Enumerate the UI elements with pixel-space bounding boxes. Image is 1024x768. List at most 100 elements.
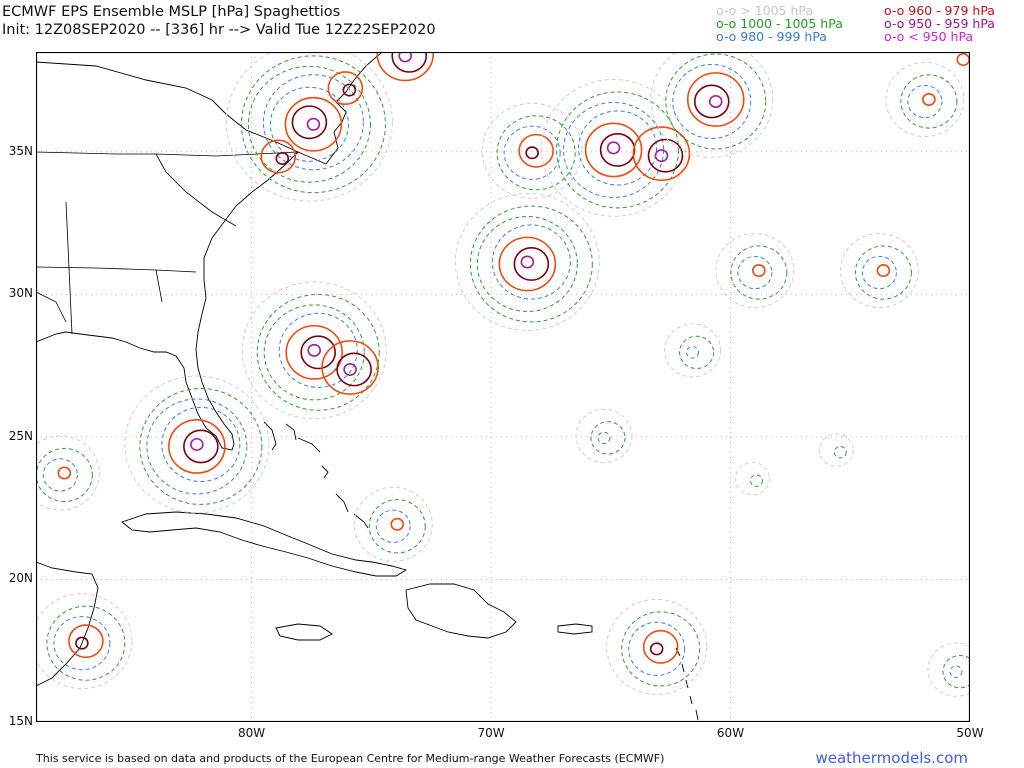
blue-contour: [146, 398, 248, 495]
gray-contour: [541, 79, 687, 217]
purple-contour: [306, 117, 321, 131]
lat-tick-label: 15N: [8, 714, 33, 728]
blue-contour: [491, 224, 571, 300]
gray-contour: [885, 61, 965, 138]
blue-contour: [907, 84, 943, 119]
blue-contour: [161, 406, 241, 482]
purple-contour: [343, 362, 357, 376]
low-pressure-center: [575, 408, 633, 463]
low-pressure-center: [818, 433, 854, 467]
darkred-contour: [291, 105, 328, 140]
map-panel: [20, 26, 985, 723]
legend-item-above-1005: o-o > 1005 hPa: [716, 3, 814, 18]
orange-contour: [390, 517, 405, 531]
orange-contour: [260, 139, 297, 174]
gray-contour: [818, 433, 854, 467]
lat-tick-label: 25N: [8, 428, 33, 443]
green-contour: [476, 215, 578, 312]
orange-contour: [752, 264, 766, 278]
blue-contour: [262, 74, 364, 171]
legend-item-1000-1005: o-o 1000 - 1005 hPa: [716, 16, 843, 31]
orange-contour: [518, 133, 554, 168]
darkred-contour: [75, 636, 89, 650]
orange-contour: [284, 96, 343, 152]
darkred-contour: [649, 642, 664, 656]
orange-contour: [327, 71, 364, 106]
gray-contour: [481, 102, 583, 199]
blue-contour: [53, 616, 111, 671]
orange-contour: [57, 466, 72, 480]
purple-contour: [606, 141, 621, 155]
blue-contour: [597, 431, 611, 445]
low-pressure-center: [260, 139, 297, 174]
blue-contour: [628, 621, 686, 676]
blue-contour: [737, 255, 773, 290]
darkred-contour: [647, 138, 684, 173]
green-contour: [621, 611, 701, 687]
brand-link[interactable]: weathermodels.com: [815, 749, 968, 767]
low-pressure-center: [321, 340, 379, 395]
green-contour: [469, 205, 593, 323]
purple-contour: [520, 255, 535, 269]
gray-contour: [606, 598, 708, 695]
low-pressure-center: [454, 193, 600, 331]
green-contour: [749, 474, 763, 487]
orange-contour: [584, 122, 643, 178]
lat-tick-label: 30N: [8, 286, 33, 301]
legend-item-960-979: o-o 960 - 979 hPa: [884, 3, 995, 18]
green-contour: [679, 335, 715, 370]
low-pressure-center: [124, 375, 270, 514]
orange-contour: [922, 92, 936, 106]
green-contour: [590, 421, 626, 455]
darkred-contour: [513, 247, 550, 281]
low-pressure-center: [606, 598, 708, 695]
gray-contour: [734, 462, 770, 496]
gray-contour: [454, 193, 600, 331]
green-contour: [496, 115, 576, 191]
coastlines: [35, 51, 699, 721]
blue-contour: [503, 125, 561, 180]
map-frame: [35, 51, 971, 723]
low-pressure-center: [715, 232, 795, 309]
lat-tick-label: 20N: [8, 571, 33, 586]
orange-contour: [498, 236, 557, 292]
low-pressure-center: [650, 41, 774, 158]
darkred-contour: [336, 352, 372, 387]
mslp-spaghetti-map: [20, 26, 985, 723]
map-gridlines: [36, 52, 970, 722]
low-pressure-center: [839, 232, 919, 309]
darkred-contour: [599, 132, 636, 167]
green-contour: [247, 65, 371, 183]
low-pressure-center: [734, 462, 770, 496]
low-pressure-center: [481, 102, 583, 199]
legend-item-950-959: o-o 950 - 959 hPa: [884, 16, 995, 31]
green-contour: [139, 387, 263, 505]
gray-contour: [664, 323, 722, 378]
green-contour: [240, 55, 386, 194]
pressure-contours: [20, 26, 985, 697]
blue-contour: [949, 665, 963, 678]
darkred-contour: [183, 429, 219, 464]
orange-contour: [686, 72, 745, 127]
orange-contour: [168, 419, 226, 474]
lon-tick-label: 60W: [716, 726, 745, 740]
gray-contour: [31, 593, 133, 690]
blue-contour: [278, 312, 358, 388]
blue-contour: [686, 346, 700, 359]
purple-contour: [190, 437, 204, 451]
init-valid-line: Init: 12Z08SEP2020 -- [336] hr --> Valid…: [2, 22, 436, 38]
green-contour: [833, 445, 847, 459]
darkred-contour: [300, 335, 337, 370]
darkred-contour: [275, 151, 290, 165]
gray-contour: [241, 281, 387, 420]
orange-contour: [642, 629, 679, 664]
gray-contour: [839, 232, 919, 309]
green-contour: [556, 91, 680, 209]
low-pressure-center: [31, 593, 133, 690]
purple-contour: [708, 94, 723, 108]
green-contour: [854, 245, 912, 300]
low-pressure-center: [225, 42, 393, 202]
blue-contour: [375, 509, 411, 543]
low-pressure-center: [885, 61, 965, 138]
darkred-contour: [693, 84, 730, 119]
